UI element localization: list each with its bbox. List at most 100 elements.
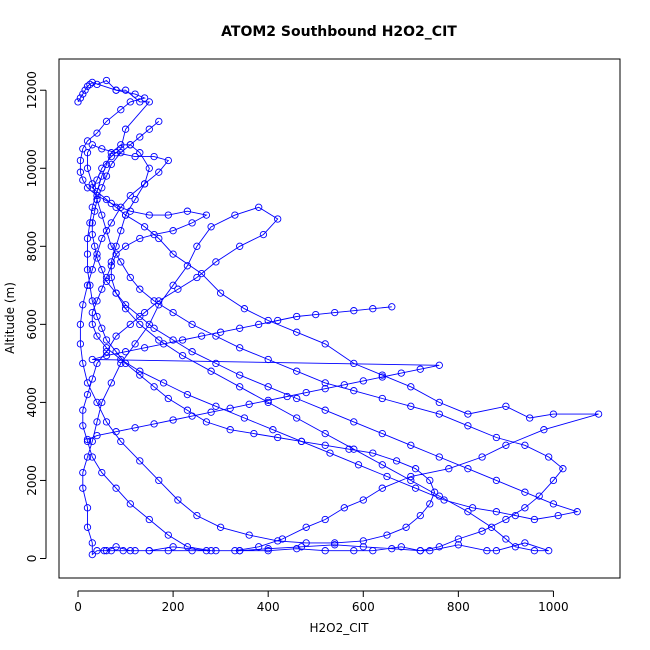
- data-point: [88, 266, 96, 274]
- data-point: [269, 426, 277, 434]
- data-point: [274, 316, 282, 325]
- data-point: [112, 543, 120, 551]
- data-point: [76, 340, 85, 348]
- y-tick-label: 10000: [25, 149, 39, 187]
- data-point: [178, 351, 187, 360]
- data-point: [83, 184, 92, 192]
- data-point: [98, 211, 106, 219]
- series-line: [77, 81, 579, 520]
- data-point: [183, 207, 192, 215]
- data-point: [345, 445, 353, 453]
- data-point: [293, 545, 301, 553]
- data-point: [464, 410, 472, 418]
- chart-title: ATOM2 Southbound H2O2_CIT: [221, 24, 457, 40]
- data-point: [83, 234, 92, 243]
- data-point: [145, 164, 153, 172]
- data-point: [464, 422, 472, 430]
- data-point: [202, 418, 211, 426]
- y-axis: 0 2000 4000 6000 8000 10000 12000: [25, 71, 47, 562]
- data-point: [76, 156, 85, 165]
- data-point: [136, 149, 144, 157]
- data-point: [79, 90, 87, 98]
- data-point: [121, 125, 130, 133]
- data-point: [383, 472, 391, 481]
- data-point: [155, 168, 163, 176]
- data-point: [107, 379, 115, 387]
- data-point: [297, 437, 306, 446]
- data-point: [155, 336, 163, 344]
- data-point: [464, 465, 472, 473]
- data-point: [502, 441, 510, 449]
- data-point: [102, 348, 111, 356]
- data-point: [102, 172, 111, 180]
- data-point: [183, 262, 192, 270]
- data-point: [407, 383, 415, 391]
- data-point: [278, 535, 287, 543]
- data-point: [445, 465, 453, 473]
- data-point: [93, 191, 101, 200]
- data-point: [102, 277, 111, 286]
- data-point: [554, 511, 562, 520]
- data-point: [283, 392, 291, 401]
- data-point: [435, 410, 443, 418]
- data-point: [255, 320, 263, 329]
- data-point: [193, 273, 201, 282]
- data-point: [549, 410, 558, 418]
- data-point: [98, 266, 106, 274]
- data-point: [259, 230, 268, 239]
- data-point: [321, 385, 329, 393]
- data-point: [91, 242, 99, 250]
- data-point: [274, 215, 282, 223]
- data-point: [112, 149, 120, 157]
- data-point: [183, 390, 192, 399]
- y-tick-label: 12000: [25, 71, 39, 109]
- data-point: [350, 445, 358, 453]
- data-point: [121, 86, 130, 94]
- data-point: [250, 429, 258, 438]
- data-point: [76, 168, 85, 176]
- data-point: [164, 211, 172, 219]
- data-point: [492, 433, 501, 442]
- data-point: [212, 359, 220, 368]
- data-point: [388, 545, 396, 553]
- data-point: [540, 426, 548, 434]
- data-point: [350, 307, 358, 315]
- data-point: [88, 375, 96, 383]
- data-point: [212, 402, 220, 410]
- data-point: [74, 98, 82, 106]
- data-point: [535, 492, 543, 500]
- data-point: [435, 361, 443, 369]
- data-point: [86, 80, 94, 89]
- data-point: [88, 219, 96, 227]
- data-point: [212, 547, 220, 555]
- data-point: [188, 320, 196, 329]
- data-point: [559, 465, 567, 473]
- data-point: [202, 211, 211, 219]
- data-point: [83, 164, 92, 172]
- data-point: [188, 412, 196, 420]
- data-point: [350, 547, 358, 555]
- data-point: [107, 160, 115, 169]
- data-point: [169, 227, 177, 235]
- data-point: [264, 383, 272, 391]
- data-point: [435, 453, 443, 461]
- data-point: [245, 531, 253, 539]
- data-point: [255, 543, 263, 551]
- data-point: [126, 98, 134, 106]
- x-axis: 0 200 400 600 800 1000: [74, 590, 569, 614]
- data-point: [502, 515, 510, 524]
- data-point: [321, 441, 329, 449]
- data-point: [388, 303, 396, 311]
- data-point: [297, 543, 306, 551]
- data-point: [521, 488, 529, 496]
- data-point: [487, 523, 496, 531]
- data-point: [98, 145, 106, 153]
- data-point: [440, 496, 448, 504]
- y-tick-label: 8000: [25, 231, 39, 262]
- data-point: [293, 312, 301, 321]
- data-point: [378, 461, 386, 469]
- data-point: [79, 176, 87, 184]
- data-point: [93, 80, 101, 89]
- data-point: [378, 371, 386, 379]
- x-tick-label: 0: [74, 600, 82, 614]
